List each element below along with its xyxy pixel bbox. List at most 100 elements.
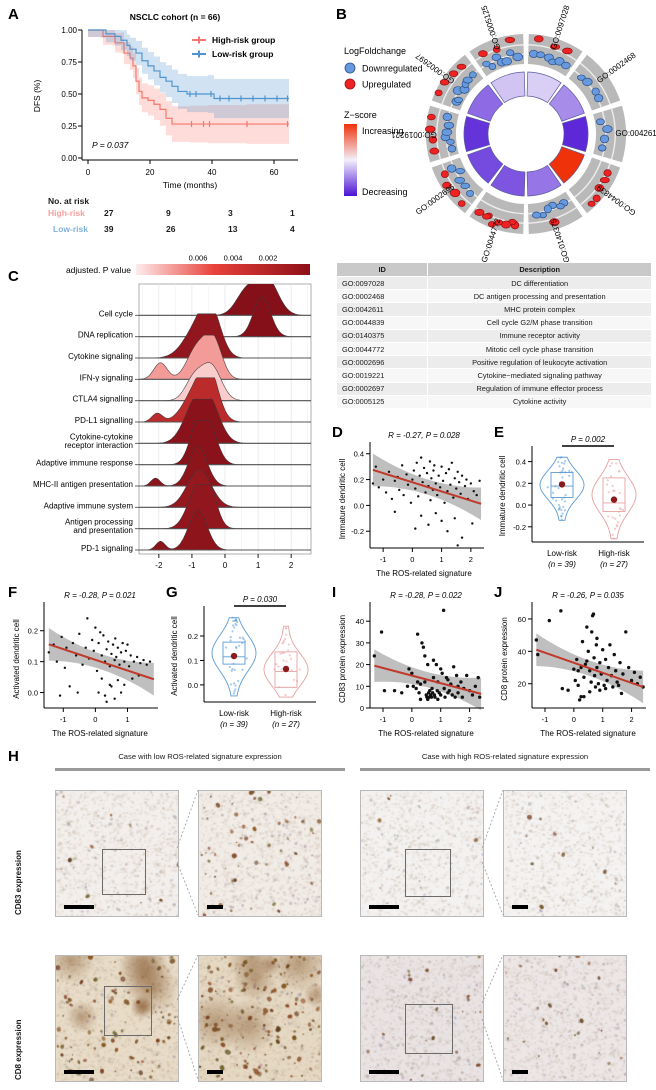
risk-low-c1: 26 (166, 224, 176, 234)
scatter-d-plot: 0.4 0.2 0.0 -0.2 -1 0 1 2 (351, 442, 484, 564)
sc-J-xtick-2: 1 (601, 715, 605, 724)
vi-G-ytick-1: 0.1 (188, 656, 198, 665)
vi-G-group-label-0: Low-risk (219, 709, 250, 718)
go-desc: Cell cycle G2/M phase transition (427, 315, 652, 330)
ridge-label-5: PD-L1 signalling (75, 416, 133, 425)
sc-I-ytick-2: 20 (356, 661, 364, 670)
ridge-label-3: IFN-γ signaling (80, 373, 133, 382)
panel-e-ylabel: Immature dendritic cell (498, 456, 507, 537)
scale-bar (207, 905, 223, 909)
legend-a-low-label: Low-risk group (212, 49, 273, 59)
violin-e-plot: P = 0.002 Low-risk (n = 39) High-risk (n = 2… (513, 435, 644, 569)
go-id: GO:0002697 (335, 381, 429, 396)
vi-G-ytick-0: 0.2 (188, 632, 198, 641)
panel-letter-g: G (166, 584, 178, 601)
sc-F-ytick-0: 0.2 (28, 627, 38, 636)
table-row: GO:0002697 Regulation of immune effector … (335, 381, 652, 396)
sc-F-xtick-2: 1 (125, 715, 129, 724)
go-id: GO:0002468 (335, 289, 429, 304)
panel-a-km-plot: NSCLC cohort (n = 66) 1.00 0.75 0.50 0.2… (20, 8, 320, 198)
vi-E-group-label-1: High-risk (598, 549, 631, 558)
panel-letter-f: F (8, 584, 18, 601)
sc-J-xtick-3: 2 (629, 715, 633, 724)
panel-letter-h: H (8, 748, 19, 765)
panel-d-xlabel: The ROS-related signature (376, 569, 472, 578)
ihc-image (55, 955, 179, 1082)
panel-b-go-circle: LogFoldchange Downregulated Upregulated … (336, 4, 656, 264)
sc-D-xtick-0: -1 (380, 555, 387, 564)
panel-letter-c: C (8, 268, 19, 285)
ridge-label-2: Cytokine signaling (68, 352, 133, 361)
panel-i-ylabel: CD83 protein expression (338, 615, 347, 703)
risk-high-c2: 3 (228, 208, 233, 218)
panel-h-caption-low: Case with low ROS-related signature expr… (118, 752, 282, 761)
sc-D-ytick-1: 0.2 (354, 476, 364, 485)
go-desc: Cytokine−mediated signaling pathway (427, 368, 652, 383)
risk-row-low-label: Low-risk (53, 224, 88, 234)
vi-E-group-n-0: (n = 39) (548, 560, 576, 569)
go-ring-label-2: GO:0042611 (615, 129, 656, 138)
scatter-f-plot: 0.2 0.1 0.0 -1 0 1 (28, 602, 158, 724)
p-colorbar (136, 264, 310, 275)
legend-z-title: Z−score (344, 110, 377, 120)
table-row: GO:0019221 Cytokine−mediated signaling pa… (335, 368, 652, 383)
scale-bar (369, 1070, 399, 1074)
panel-h-row-label-cd8: CD8 expression (14, 1019, 23, 1080)
sc-D-xtick-3: 2 (469, 555, 473, 564)
panel-i-xlabel: The ROS-related signature (378, 729, 474, 738)
ytick-a-4: 0.00 (61, 154, 77, 163)
roi-box (405, 849, 451, 897)
ridge-label-10: Antigen processing (65, 518, 133, 527)
ridge-labels: Cell cycle DNA replication Cytokine signal… (33, 309, 139, 553)
vi-E-group-label-0: Low-risk (547, 549, 578, 558)
roi-box (104, 986, 152, 1036)
panel-f-scatter: R = -0.28, P = 0.021 0.2 0.1 0.0 -1 0 1 Activ… (10, 584, 165, 744)
ridge-xtick-4: 2 (289, 561, 294, 570)
ihc-image (503, 955, 627, 1082)
vi-E-ytick-3: -0.2 (513, 523, 526, 532)
colorbar-label: adjusted. P value (66, 265, 131, 275)
ridge-label-0: Cell cycle (99, 309, 134, 318)
panel-i-svg: R = -0.28, P = 0.022 40 30 20 10 0 -1 0 1 2 CD83… (338, 591, 484, 738)
sc-I-xtick-1: 0 (410, 715, 414, 724)
km-svg: NSCLC cohort (n = 66) 1.00 0.75 0.50 0.2… (32, 12, 298, 190)
panel-j-ylabel: CD8 protein expression (500, 617, 509, 701)
sc-F-xtick-0: -1 (60, 715, 67, 724)
cb-tick-0: 0.006 (189, 254, 208, 263)
panel-a-legend: High-risk group Low-risk group (192, 35, 275, 59)
table-row: GO:0044772 Mitotic cell cycle phase trans… (335, 341, 652, 357)
vi-E-ytick-1: 0.2 (516, 479, 526, 488)
sc-F-ytick-2: 0.0 (28, 689, 38, 698)
sc-D-ytick-0: 0.4 (354, 450, 364, 459)
ridgeline-svg: adjusted. P value 0.006 0.004 0.002 Cell… (33, 254, 312, 570)
gocircle-svg: LogFoldchange Downregulated Upregulated … (344, 4, 656, 264)
sc-D-xtick-1: 0 (410, 555, 414, 564)
xtick-a-1: 20 (146, 168, 155, 177)
ridge-label-7: Adaptive immune response (36, 459, 133, 468)
vi-G-group-n-1: (n = 27) (272, 720, 300, 729)
scale-bar (64, 1070, 94, 1074)
panel-g-ylabel: Activated dendritic cell (170, 616, 179, 696)
panel-f-xlabel: The ROS-related signature (52, 729, 148, 738)
go-ring-label-1: GO:0002468 (595, 50, 638, 85)
risk-high-c3: 1 (290, 208, 295, 218)
xtick-a-2: 40 (208, 168, 217, 177)
violin-g-plot: P = 0.030 Low-risk (n = 39) High-risk (n = 2… (188, 595, 316, 729)
go-description-table: ID Description GO:0097028 DC differentiat… (335, 262, 652, 409)
risk-title: No. at risk (48, 196, 90, 206)
sc-I-ytick-3: 10 (356, 682, 364, 691)
vi-E-group-n-1: (n = 27) (600, 560, 628, 569)
go-desc: DC differentiation (427, 275, 652, 291)
panel-letter-a: A (8, 6, 19, 23)
legend-z-high: Increasing (362, 126, 404, 136)
z-colorbar (344, 124, 357, 196)
scale-bar (512, 1070, 528, 1074)
cb-tick-1: 0.004 (224, 254, 243, 263)
legend-z-low: Decreasing (362, 187, 408, 197)
ridge-label-11: PD-1 signaling (81, 544, 133, 553)
ridge-label-6: Cytokine-cytokine (70, 432, 134, 441)
ridge-xtick-3: 1 (256, 561, 261, 570)
panel-d-ylabel: Immature dendritic cell (338, 459, 347, 540)
panel-a-pvalue: P = 0.037 (92, 140, 129, 150)
legend-a-high-label: High-risk group (212, 35, 275, 45)
